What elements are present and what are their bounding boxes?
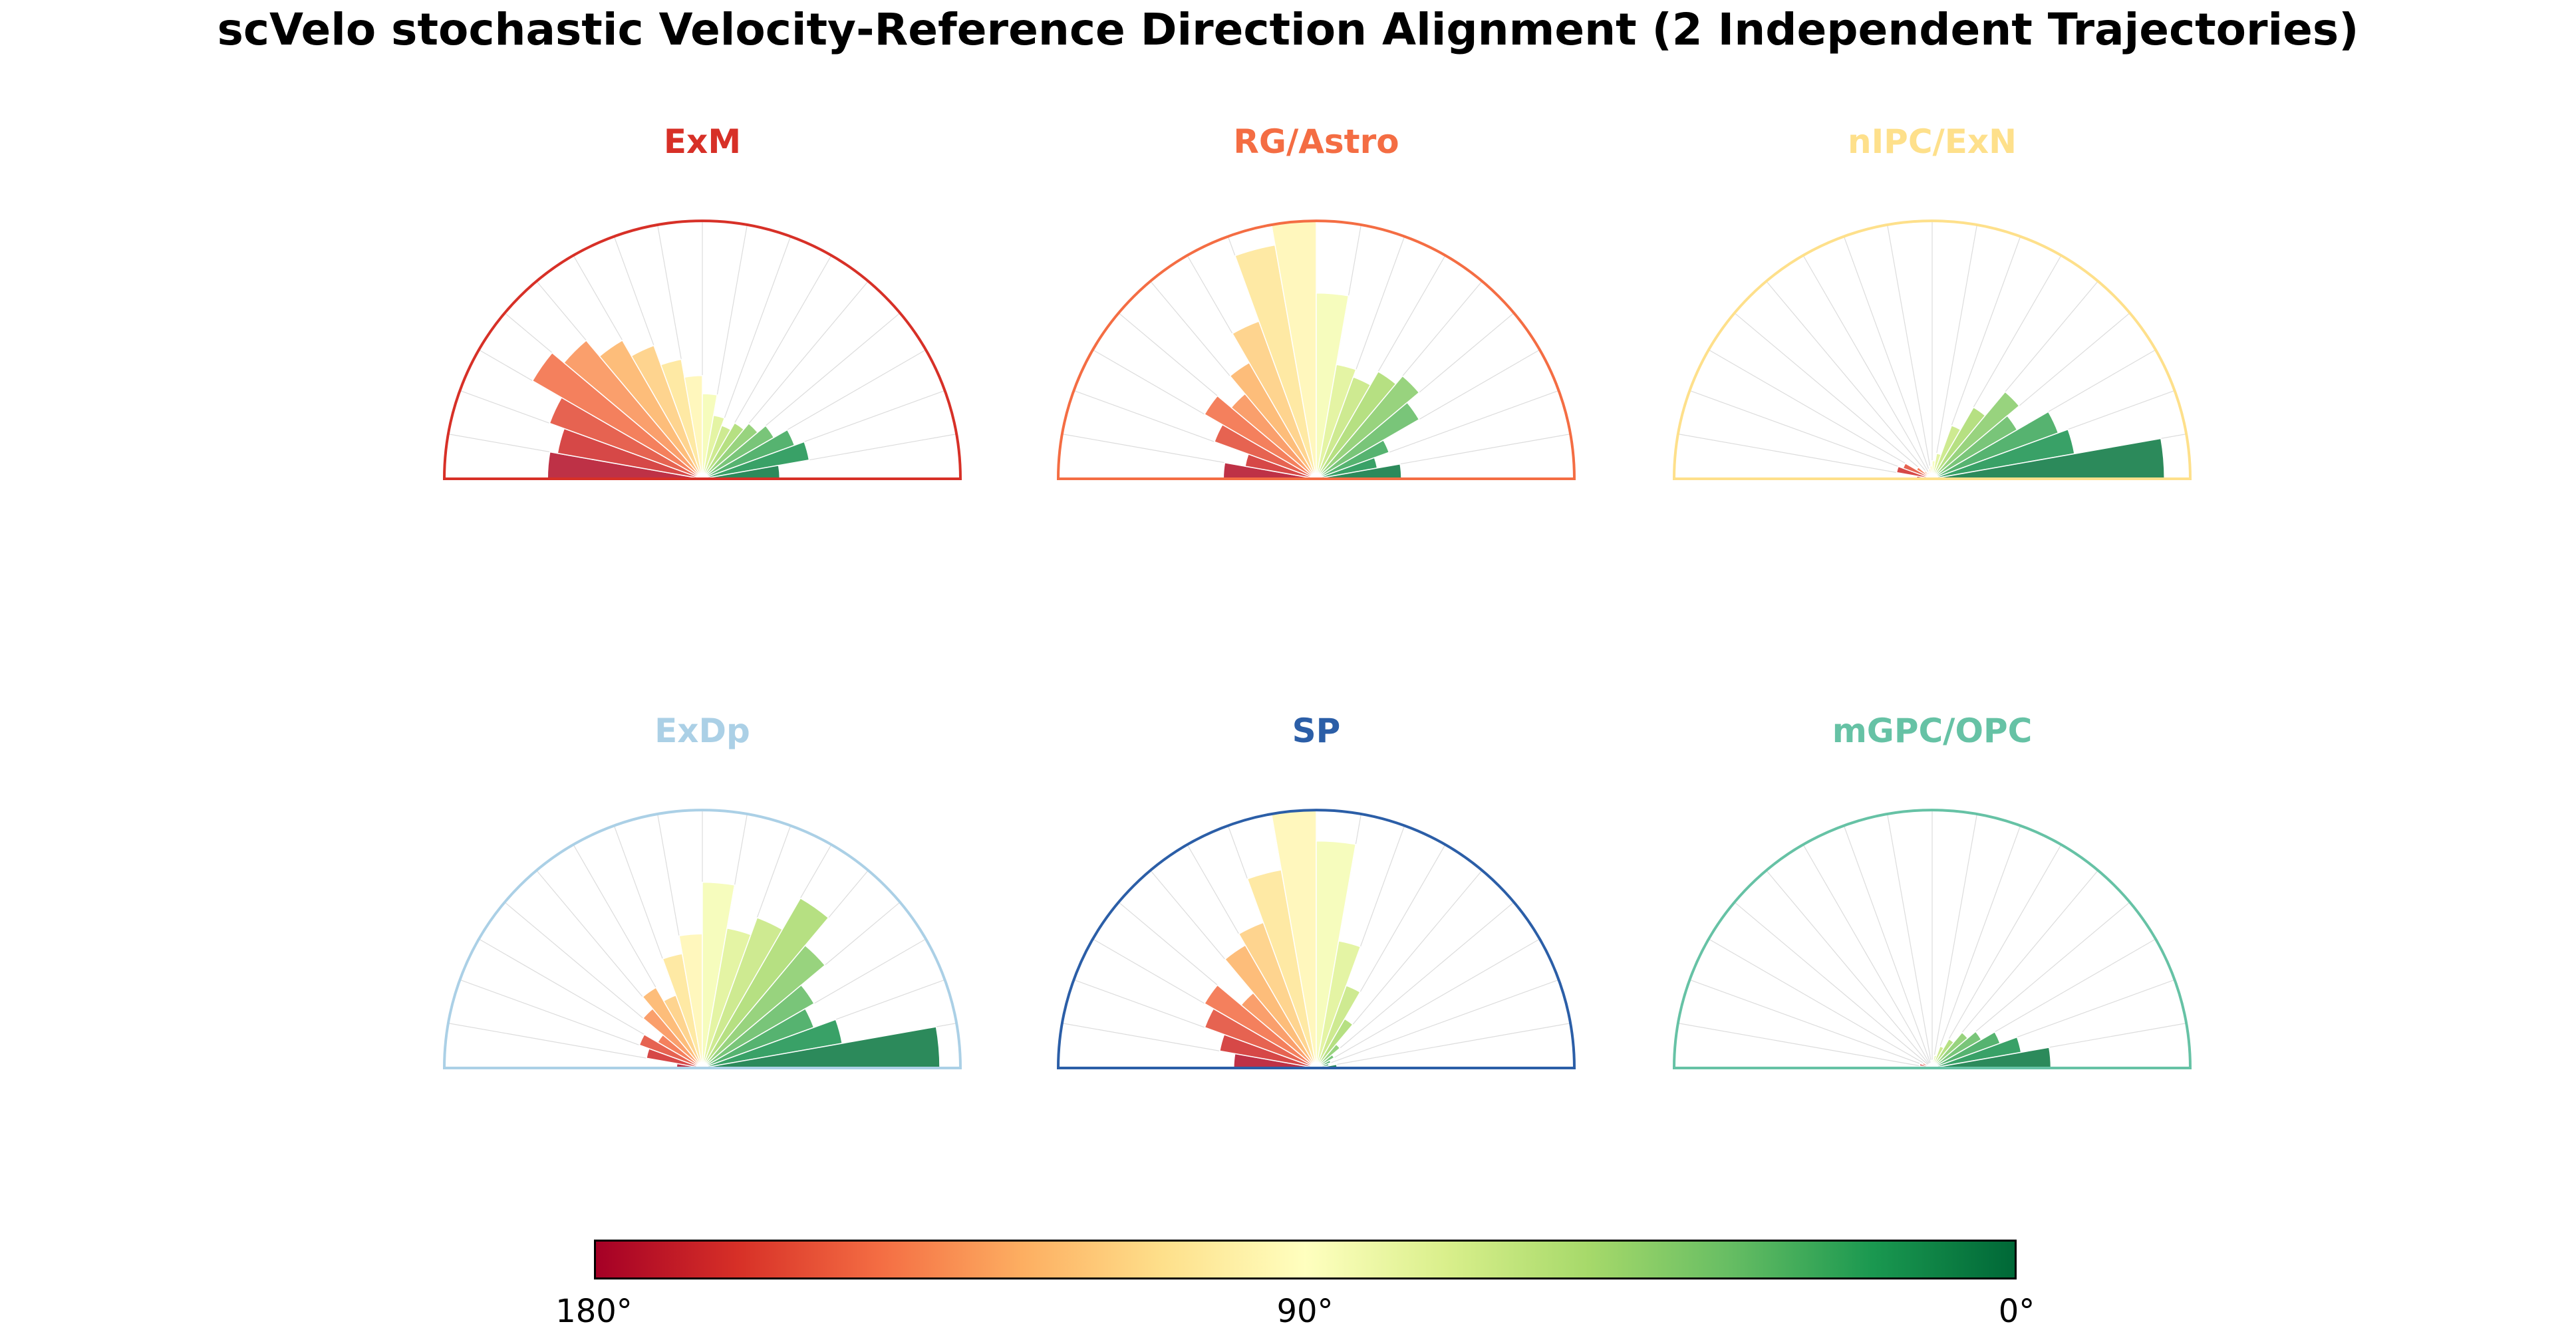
colorbar-label-90: 90°: [1276, 1293, 1334, 1330]
colorbar-gradient: [594, 1240, 2017, 1279]
subplot-nipc-exn: nIPC/ExN: [1659, 122, 2205, 521]
subplot-mgpc-opc: mGPC/OPC: [1659, 711, 2205, 1110]
subplot-title: ExDp: [654, 712, 750, 750]
subplot-title: nIPC/ExN: [1847, 122, 2017, 161]
subplot-title: RG/Astro: [1233, 122, 1399, 161]
subplot-exm: ExM: [430, 122, 975, 521]
colorbar-label-0: 0°: [1998, 1293, 2035, 1330]
rose-chart: [1659, 206, 2205, 492]
rose-chart: [1659, 795, 2205, 1081]
subplot-sp: SP: [1044, 711, 1589, 1110]
subplot-rg-astro: RG/Astro: [1044, 122, 1589, 521]
rose-chart: [430, 795, 975, 1081]
subplot-title: mGPC/OPC: [1832, 712, 2033, 750]
subplot-exdp: ExDp: [430, 711, 975, 1110]
colorbar-label-180: 180°: [555, 1293, 633, 1330]
rose-chart: [430, 206, 975, 492]
subplot-title: ExM: [663, 122, 742, 161]
rose-chart: [1044, 795, 1589, 1081]
subplot-title: SP: [1292, 712, 1341, 750]
rose-chart: [1044, 206, 1589, 492]
figure-title: scVelo stochastic Velocity-Reference Dir…: [217, 4, 2359, 55]
